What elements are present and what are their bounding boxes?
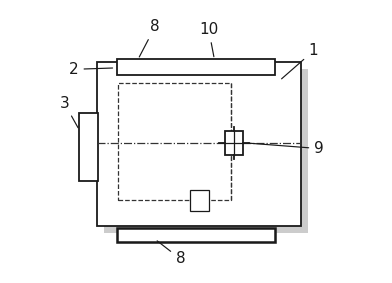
Bar xyxy=(225,131,243,155)
Text: 2: 2 xyxy=(69,62,113,77)
Bar xyxy=(78,113,98,181)
Text: 8: 8 xyxy=(139,19,160,57)
Text: 9: 9 xyxy=(248,141,324,156)
Text: 10: 10 xyxy=(199,22,218,57)
Bar xyxy=(97,62,301,226)
Text: 8: 8 xyxy=(157,241,185,267)
Bar xyxy=(191,190,209,211)
Bar xyxy=(104,69,308,233)
Bar xyxy=(117,59,275,75)
Bar xyxy=(117,228,275,242)
Bar xyxy=(118,83,231,200)
Text: 1: 1 xyxy=(281,43,318,79)
Text: 3: 3 xyxy=(60,96,78,128)
